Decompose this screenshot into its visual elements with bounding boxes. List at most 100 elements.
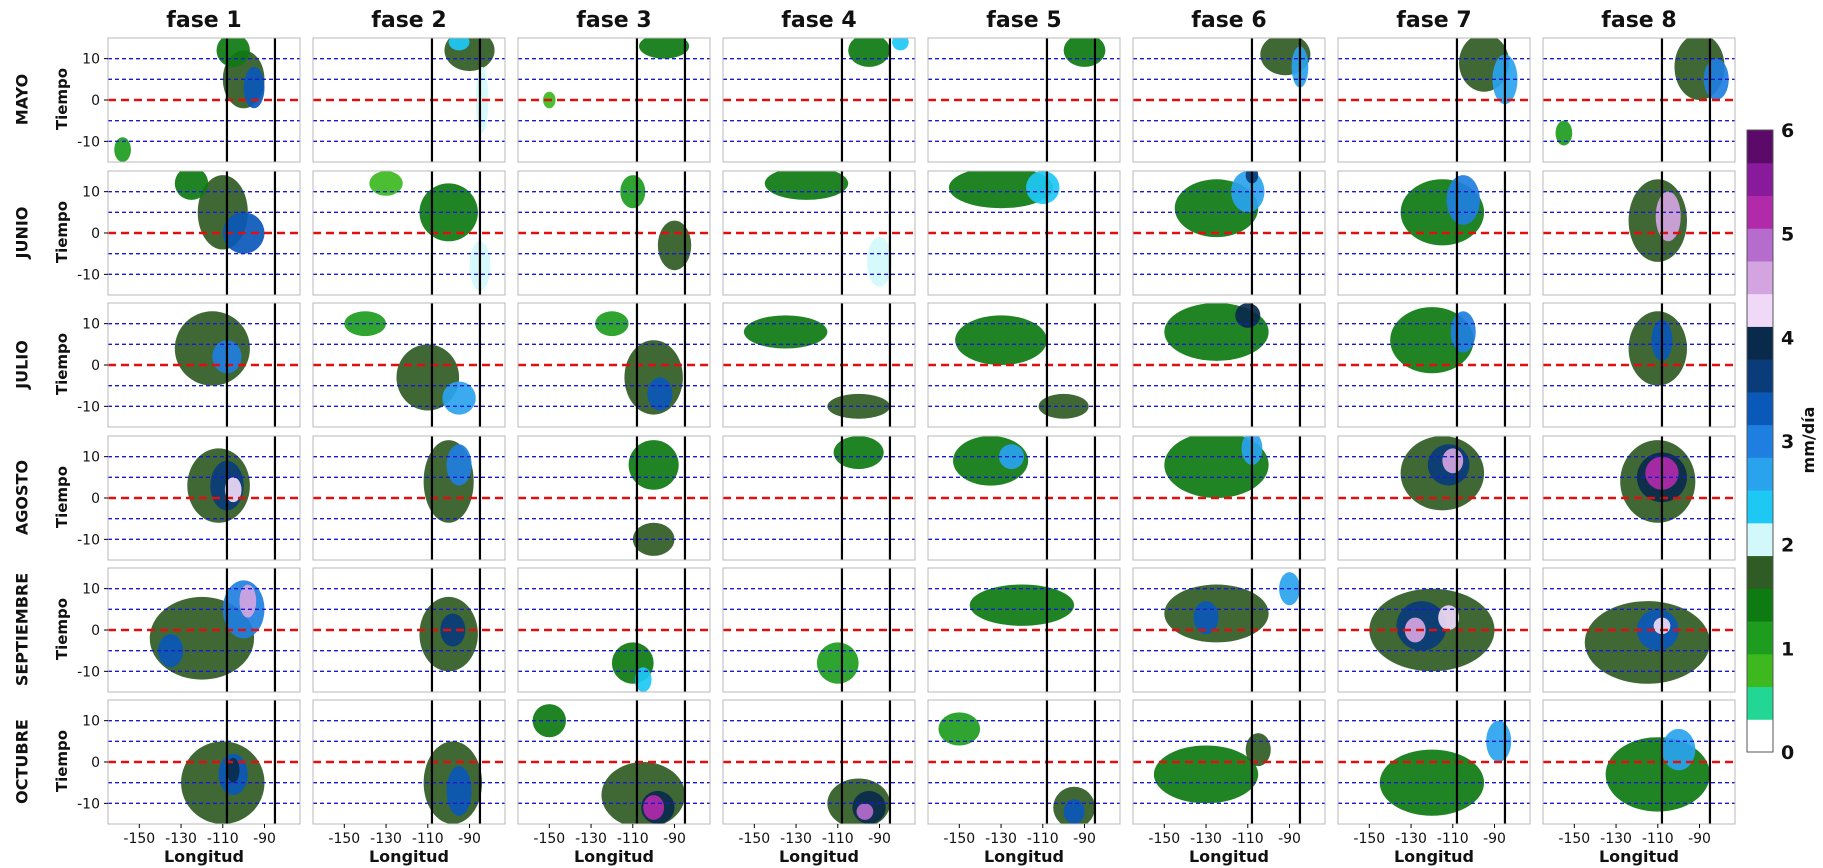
panel-frame	[1337, 567, 1531, 693]
heatmap-panel	[928, 303, 1120, 427]
panel-frame	[927, 302, 1121, 428]
y-tick-label: -10	[77, 134, 100, 150]
rain-anomaly-cell	[833, 436, 884, 470]
x-axis-label: Longitud	[1393, 847, 1474, 866]
phase-title: fase 2	[371, 8, 447, 33]
x-axis-label: Longitud	[778, 847, 859, 866]
rain-anomaly-cell	[448, 38, 470, 51]
x-tick-label: -150	[1353, 831, 1385, 847]
rain-anomaly-cell	[369, 171, 403, 196]
rain-anomaly-cell	[601, 762, 685, 824]
heatmap-panel	[1543, 38, 1735, 162]
heatmap-panel	[108, 436, 300, 560]
panel-frame	[517, 302, 711, 428]
y-tick-label: 10	[82, 714, 100, 730]
y-tick-label: 10	[82, 52, 100, 68]
rain-anomaly-cell	[243, 66, 265, 109]
colorbar-swatch	[1747, 293, 1773, 327]
x-tick-label: -150	[123, 831, 155, 847]
panel-frame	[927, 435, 1121, 561]
heatmap-panel	[108, 171, 300, 295]
colorbar-swatch	[1747, 424, 1773, 458]
panel-frame	[722, 699, 916, 825]
heatmap-panel	[518, 700, 710, 824]
heatmap-panel	[108, 568, 300, 692]
heatmap-panel	[928, 38, 1120, 162]
x-tick-label: -110	[207, 831, 239, 847]
panel-frame	[312, 302, 506, 428]
x-axis-label: Longitud	[1598, 847, 1679, 866]
rain-anomaly-cell	[1153, 745, 1259, 804]
month-label: JULIO	[12, 340, 32, 389]
x-tick-label: -90	[253, 831, 276, 847]
y-tick-label: -10	[77, 664, 100, 680]
panel-frame	[722, 567, 916, 693]
colorbar-swatch	[1747, 555, 1773, 589]
heatmap-panel	[723, 171, 915, 295]
phase-title: fase 1	[166, 8, 242, 33]
rain-anomaly-cell	[634, 667, 652, 692]
y-tick-label: 0	[91, 623, 100, 639]
month-label: AGOSTO	[12, 459, 32, 536]
y-tick-label: -10	[77, 532, 100, 548]
x-axis-label: Longitud	[1188, 847, 1269, 866]
x-tick-label: -90	[458, 831, 481, 847]
colorbar-swatch	[1747, 719, 1773, 753]
y-tick-label: 0	[91, 226, 100, 242]
month-label: OCTUBRE	[12, 719, 32, 804]
month-label: MAYO	[12, 73, 32, 126]
rain-anomaly-cell	[1404, 617, 1426, 643]
heatmap-panel	[313, 303, 505, 427]
x-tick-label: -150	[533, 831, 565, 847]
rain-anomaly-cell	[114, 137, 131, 162]
panel-frame	[1337, 37, 1531, 163]
heatmap-panel	[313, 700, 505, 824]
y-axis-label: Tiempo	[53, 67, 71, 131]
y-tick-label: -10	[77, 267, 100, 283]
heatmap-panel	[928, 171, 1120, 295]
heatmap-panel	[1338, 568, 1530, 692]
panel-frame	[1132, 302, 1326, 428]
colorbar-tick-label: 3	[1781, 431, 1794, 453]
heatmap-panel	[1133, 436, 1325, 560]
phase-title: fase 5	[986, 8, 1062, 33]
rain-anomaly-cell	[1026, 171, 1060, 205]
rain-anomaly-cell	[158, 634, 184, 668]
x-tick-label: -130	[985, 831, 1017, 847]
x-tick-label: -130	[1190, 831, 1222, 847]
colorbar-swatch	[1747, 621, 1773, 655]
rain-anomaly-cell	[743, 315, 828, 349]
panel-frame	[1542, 170, 1736, 296]
heatmap-panel	[928, 568, 1120, 692]
y-tick-label: 10	[82, 317, 100, 333]
heatmap-panel	[1338, 303, 1530, 427]
rain-anomaly-cell	[892, 38, 909, 51]
heatmap-panel	[1543, 700, 1735, 824]
colorbar: 0 1 2 3 4 5 6 mm/día	[1746, 120, 1818, 764]
heatmap-panel	[1133, 303, 1325, 427]
panel-frame	[722, 37, 916, 163]
rain-anomaly-cell	[1438, 605, 1460, 630]
heatmap-panel	[1543, 303, 1735, 427]
rain-anomaly-cell	[657, 220, 692, 271]
heatmap-panel	[108, 303, 300, 427]
x-tick-label: -150	[943, 831, 975, 847]
y-tick-label: 0	[91, 755, 100, 771]
panel-frame	[1132, 37, 1326, 163]
heatmap-panel	[1133, 568, 1325, 692]
x-axis-label: Longitud	[368, 847, 449, 866]
rain-anomaly-cell	[174, 171, 209, 200]
x-tick-label: -150	[738, 831, 770, 847]
x-tick-label: -110	[1437, 831, 1469, 847]
x-tick-label: -110	[822, 831, 854, 847]
rain-anomaly-cell	[1063, 799, 1085, 824]
heatmap-panel	[518, 303, 710, 427]
rain-anomaly-cell	[647, 377, 673, 411]
heatmap-panel	[1338, 38, 1530, 162]
x-tick-label: -90	[1278, 831, 1301, 847]
colorbar-swatch	[1747, 391, 1773, 426]
colorbar-swatch	[1747, 228, 1773, 262]
colorbar-swatch	[1747, 130, 1773, 164]
panel-frame	[1132, 567, 1326, 693]
rain-anomaly-cell	[856, 803, 874, 820]
